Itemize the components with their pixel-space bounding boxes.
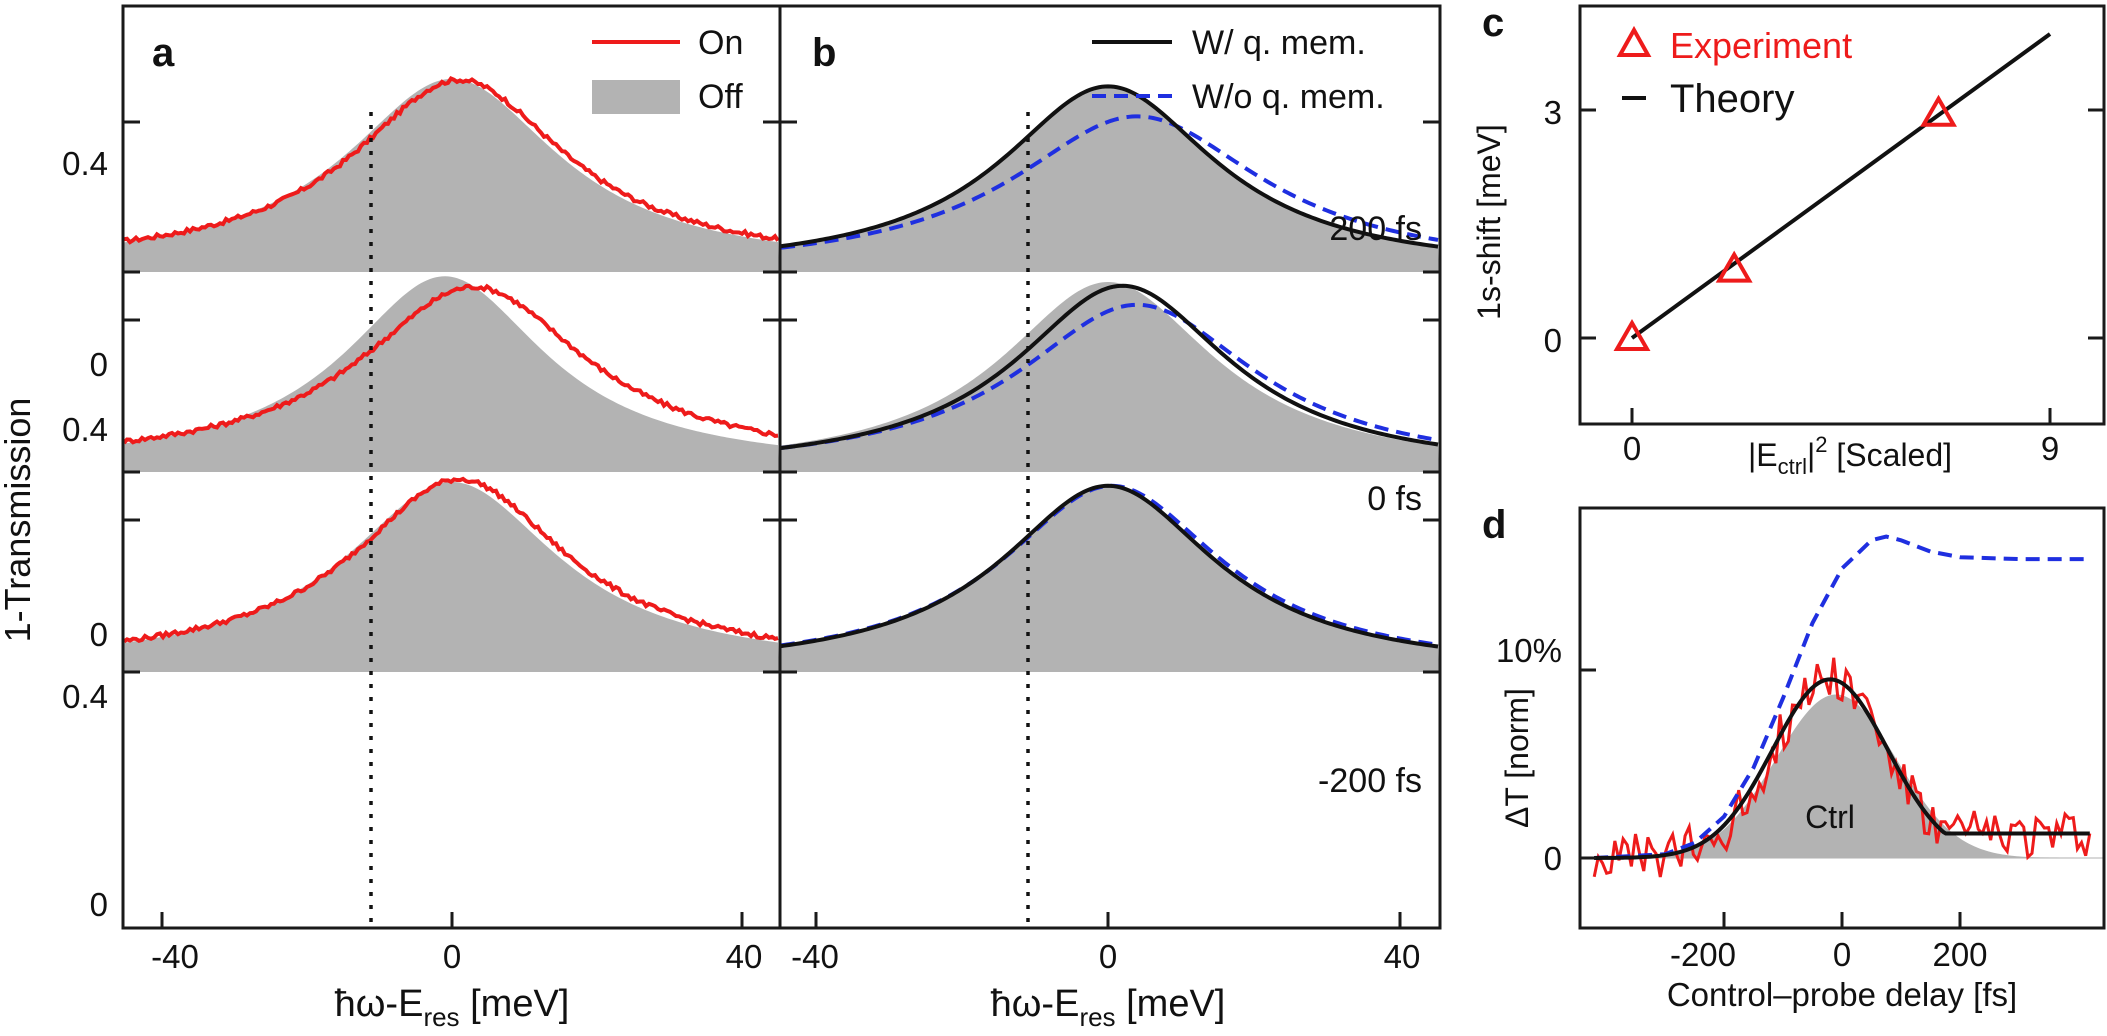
xtick-a-neg40: -40 [151, 938, 199, 975]
d-ctrl-area [1594, 694, 2090, 858]
b-with-line-0 [780, 84, 1439, 249]
x-axis-label-a: ħω-Eres [meV] [335, 983, 570, 1032]
x-axis-label-b: ħω-Eres [meV] [991, 983, 1226, 1032]
a-on-line-1 [122, 283, 779, 445]
d-xtick-200: 200 [1932, 936, 1987, 973]
panel-label-d: d [1482, 503, 1506, 547]
ytick-a-mid-0: 0 [90, 616, 108, 653]
legend-with-label: W/ q. mem. [1192, 24, 1366, 62]
b-with-line-2 [780, 483, 1439, 649]
d-theory-line [1594, 677, 2090, 860]
panel-a: a On Off 0.4 0 0.4 0 0.4 0 -40 0 40 ħω-E… [62, 4, 782, 1032]
c-experiment-marker-0 [1613, 318, 1651, 351]
c-xtick-0: 0 [1623, 430, 1641, 467]
d-blue-dashed-line [1594, 534, 2090, 860]
legend-off-swatch [592, 80, 680, 114]
d-ctrl-label: Ctrl [1805, 799, 1855, 835]
b-gray-area-0 [781, 88, 1439, 272]
c-theory-line [1630, 32, 2052, 340]
a-off-area-1 [124, 276, 779, 472]
x-axis-label-a-main: ħω-E [335, 983, 424, 1025]
d-ytick-0: 0 [1544, 840, 1562, 877]
x-axis-label-a-unit: [meV] [460, 983, 570, 1025]
ytick-a-bot-0: 0 [90, 886, 108, 923]
c-legend-experiment-marker [1616, 25, 1652, 57]
b-gray-area-1 [781, 282, 1439, 472]
c-experiment-marker-2 [1920, 94, 1957, 127]
panel-c: c 1s-shift [meV] 3 0 0 9 |Ectrl|2 [Scale… [1471, 1, 2106, 479]
a-on-line-2 [122, 476, 779, 644]
a-off-area-2 [124, 482, 779, 672]
c-experiment-marker-1 [1715, 250, 1753, 283]
d-x-axis-label: Control–probe delay [fs] [1667, 976, 2017, 1013]
b-gray-area-2 [781, 485, 1439, 672]
a-on-line-0 [123, 76, 780, 245]
legend-off-label: Off [698, 78, 743, 116]
ytick-a-top-0: 0 [90, 346, 108, 383]
c-legend-theory-label: Theory [1670, 77, 1795, 121]
ytick-a-bot-04: 0.4 [62, 678, 108, 715]
ytick-a-mid-04: 0.4 [62, 411, 108, 448]
d-experiment-line [1592, 657, 2092, 878]
xtick-b-0: 0 [1099, 938, 1117, 975]
b-without-line-0 [780, 114, 1439, 250]
x-axis-label-a-sub: res [423, 1002, 459, 1032]
panel-d: d ΔT [norm] 10% 0 -200 0 200 Control–pro… [1482, 503, 2106, 1013]
y-axis-label-left: 1-Transmission [0, 398, 38, 643]
panel-b: b W/ q. mem. W/o q. mem. 200 fs 0 fs -20… [778, 4, 1442, 1032]
legend-on-label: On [698, 24, 743, 62]
d-y-axis-label: ΔT [norm] [1499, 688, 1535, 828]
xtick-b-neg40: -40 [791, 938, 839, 975]
panel-label-b: b [812, 31, 836, 75]
b-with-line-1 [780, 283, 1439, 450]
x-axis-label-b-sub: res [1079, 1002, 1115, 1032]
x-axis-label-b-main: ħω-E [991, 983, 1080, 1025]
c-x-axis-label-pipe: | [1807, 437, 1815, 473]
x-axis-label-b-unit: [meV] [1116, 983, 1226, 1025]
c-x-axis-label-sub: ctrl [1778, 454, 1807, 479]
d-ytick-10: 10% [1496, 632, 1562, 669]
d-xtick-neg200: -200 [1670, 936, 1736, 973]
c-x-axis-label: |Ectrl|2 [Scaled] [1748, 432, 1952, 479]
frame-b [778, 4, 1442, 930]
ytick-a-top-04: 0.4 [62, 145, 108, 182]
delay-label-neg200fs: -200 fs [1318, 762, 1422, 800]
xtick-b-40: 40 [1384, 938, 1421, 975]
c-xtick-9: 9 [2041, 430, 2059, 467]
c-ytick-0: 0 [1544, 322, 1562, 359]
c-ytick-3: 3 [1544, 94, 1562, 131]
panel-label-a: a [152, 31, 175, 75]
panel-label-c: c [1482, 1, 1504, 45]
delay-label-0fs: 0 fs [1367, 480, 1422, 518]
c-x-axis-label-pre: |E [1748, 437, 1778, 473]
c-x-axis-label-sup: 2 [1815, 432, 1827, 457]
frame-c [1578, 4, 2106, 426]
c-y-axis-label: 1s-shift [meV] [1471, 124, 1507, 320]
c-x-axis-label-post: [Scaled] [1828, 437, 1953, 473]
d-xtick-0: 0 [1833, 936, 1851, 973]
c-legend-experiment-label: Experiment [1670, 25, 1852, 66]
frame-d [1578, 506, 2106, 930]
xtick-a-0: 0 [443, 938, 461, 975]
delay-label-200fs: 200 fs [1329, 210, 1422, 248]
a-off-area-0 [124, 78, 779, 273]
xtick-a-40: 40 [726, 938, 763, 975]
legend-without-label: W/o q. mem. [1192, 78, 1385, 116]
